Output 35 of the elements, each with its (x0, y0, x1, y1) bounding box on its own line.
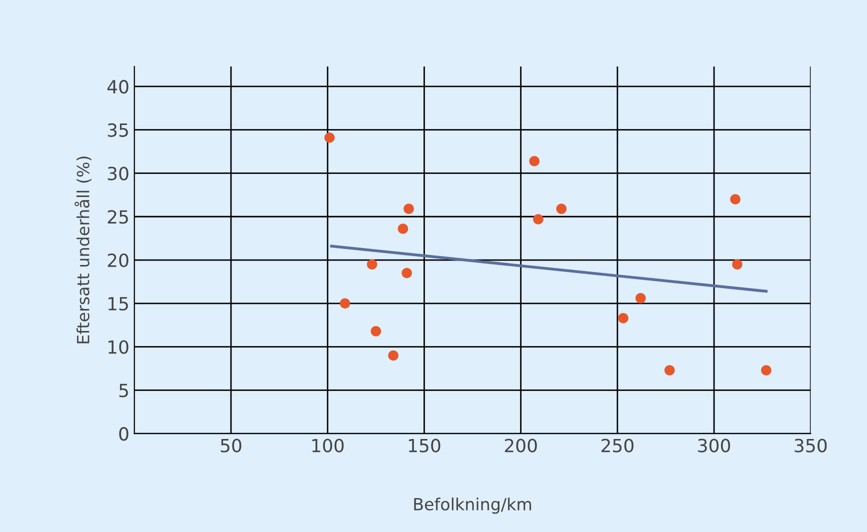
point (402, 268, 412, 278)
x-axis-title: Befolkning/km (414, 498, 532, 514)
y-tick-label: 40 (107, 80, 128, 94)
point (398, 224, 408, 234)
x-tick-label: 50 (220, 438, 242, 452)
point (732, 259, 742, 270)
y-axis-title: Eftersatt underhåll (%) (74, 156, 92, 344)
point (664, 365, 675, 376)
point (324, 132, 335, 143)
y-tick-label: 10 (108, 340, 128, 354)
point (761, 365, 772, 376)
point (556, 204, 567, 214)
point (635, 293, 646, 304)
x-tick-label: 250 (602, 438, 634, 452)
point (533, 214, 544, 224)
y-tick-label: 0 (119, 427, 128, 441)
x-tick-label: 350 (794, 438, 827, 452)
point (529, 156, 540, 166)
y-tick-label: 5 (119, 384, 128, 398)
point (404, 204, 414, 214)
point (730, 194, 740, 204)
x-tick-label: 150 (408, 438, 440, 452)
point (388, 350, 398, 361)
x-tick-label: 300 (698, 438, 730, 452)
y-tick-label: 30 (108, 166, 128, 180)
point (370, 326, 382, 336)
x-tick-label: 100 (312, 438, 344, 452)
point (340, 298, 350, 309)
y-tick-label: 25 (108, 210, 128, 224)
x-tick-label: 200 (504, 438, 537, 452)
y-tick-label: 35 (108, 123, 128, 137)
y-tick-label: 20 (108, 253, 128, 268)
y-tick-label: 15 (108, 297, 128, 311)
point (366, 259, 378, 270)
point (618, 313, 628, 324)
